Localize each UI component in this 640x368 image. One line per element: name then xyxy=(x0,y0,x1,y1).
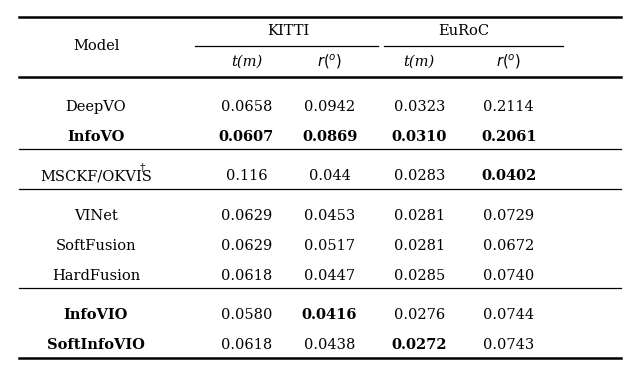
Text: InfoVO: InfoVO xyxy=(67,130,125,144)
Text: HardFusion: HardFusion xyxy=(52,269,140,283)
Text: SoftInfoVIO: SoftInfoVIO xyxy=(47,339,145,353)
Text: 0.2061: 0.2061 xyxy=(481,130,536,144)
Text: 0.0607: 0.0607 xyxy=(219,130,274,144)
Text: t(m): t(m) xyxy=(231,55,262,69)
Text: SoftFusion: SoftFusion xyxy=(56,239,136,253)
Text: InfoVIO: InfoVIO xyxy=(64,308,128,322)
Text: 0.0310: 0.0310 xyxy=(392,130,447,144)
Text: 0.0629: 0.0629 xyxy=(221,209,272,223)
Text: 0.0281: 0.0281 xyxy=(394,239,445,253)
Text: MSCKF/OKVIS: MSCKF/OKVIS xyxy=(40,169,152,183)
Text: $r(^o)$: $r(^o)$ xyxy=(317,53,342,71)
Text: KITTI: KITTI xyxy=(267,24,309,38)
Text: 0.0729: 0.0729 xyxy=(483,209,534,223)
Text: 0.0453: 0.0453 xyxy=(304,209,355,223)
Text: 0.0272: 0.0272 xyxy=(392,339,447,353)
Text: $r(^o)$: $r(^o)$ xyxy=(496,53,522,71)
Text: 0.0323: 0.0323 xyxy=(394,100,445,114)
Text: 0.0580: 0.0580 xyxy=(221,308,272,322)
Text: 0.0618: 0.0618 xyxy=(221,339,272,353)
Text: 0.0276: 0.0276 xyxy=(394,308,445,322)
Text: Model: Model xyxy=(73,39,119,53)
Text: 0.0672: 0.0672 xyxy=(483,239,534,253)
Text: 0.2114: 0.2114 xyxy=(483,100,534,114)
Text: 0.0281: 0.0281 xyxy=(394,209,445,223)
Text: 0.0416: 0.0416 xyxy=(302,308,357,322)
Text: 0.116: 0.116 xyxy=(225,169,268,183)
Text: †: † xyxy=(140,163,145,173)
Text: 0.044: 0.044 xyxy=(308,169,351,183)
Text: 0.0402: 0.0402 xyxy=(481,169,536,183)
Text: VINet: VINet xyxy=(74,209,118,223)
Text: DeepVO: DeepVO xyxy=(66,100,126,114)
Text: 0.0438: 0.0438 xyxy=(304,339,355,353)
Text: 0.0658: 0.0658 xyxy=(221,100,272,114)
Text: EuRoC: EuRoC xyxy=(438,24,490,38)
Text: 0.0629: 0.0629 xyxy=(221,239,272,253)
Text: 0.0740: 0.0740 xyxy=(483,269,534,283)
Text: 0.0618: 0.0618 xyxy=(221,269,272,283)
Text: 0.0942: 0.0942 xyxy=(304,100,355,114)
Text: 0.0743: 0.0743 xyxy=(483,339,534,353)
Text: 0.0744: 0.0744 xyxy=(483,308,534,322)
Text: 0.0285: 0.0285 xyxy=(394,269,445,283)
Text: 0.0517: 0.0517 xyxy=(304,239,355,253)
Text: 0.0869: 0.0869 xyxy=(302,130,357,144)
Text: 0.0447: 0.0447 xyxy=(304,269,355,283)
Text: t(m): t(m) xyxy=(404,55,435,69)
Text: 0.0283: 0.0283 xyxy=(394,169,445,183)
